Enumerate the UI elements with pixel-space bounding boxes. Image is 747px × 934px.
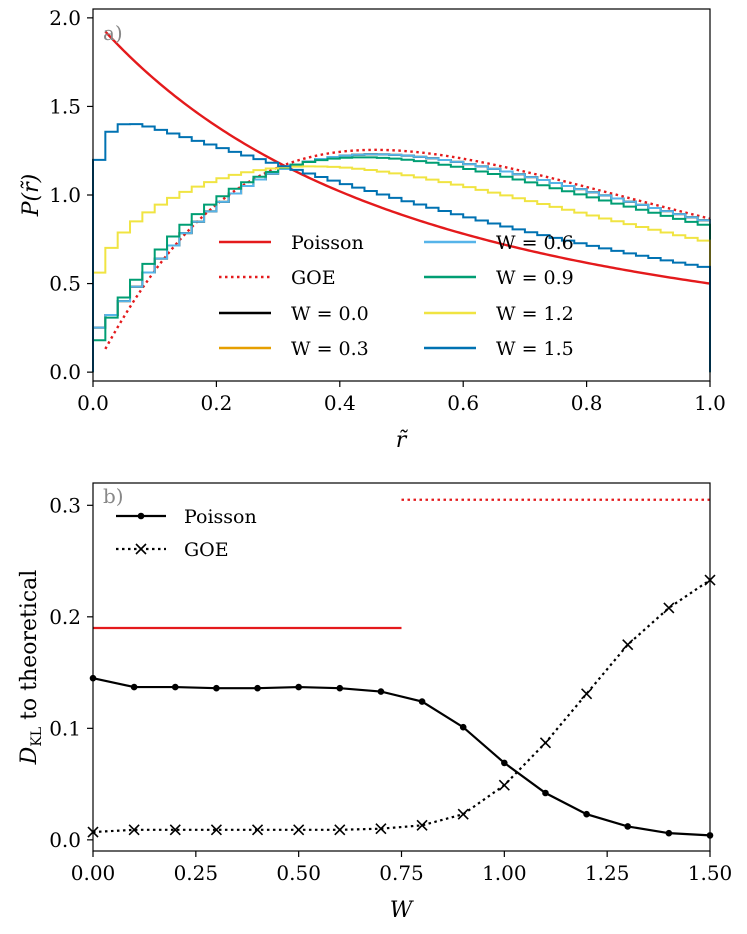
legend-marker-poisson <box>137 512 145 520</box>
y-label-sub: KL <box>29 727 45 747</box>
x-tick-label: 0.2 <box>200 391 232 415</box>
x-tick-label: 1.50 <box>688 861 733 885</box>
panel-b-kl-chart: 0.00 0.25 0.50 0.75 1.00 1.25 1.50 0.0 0.1 0.2 0.3… <box>17 482 732 923</box>
legend-label-w15: W = 1.5 <box>496 338 574 360</box>
axis-ticks: 0.0 0.2 0.4 0.6 0.8 1.0 0.0 0.5 1.0 1.5 2.0 <box>49 6 726 415</box>
data-point-poisson <box>583 810 590 818</box>
x-axis-label: r̃ <box>396 428 409 453</box>
series-line-goe <box>92 579 711 834</box>
data-point-poisson <box>377 688 385 695</box>
histogram-step-w09 <box>92 156 711 373</box>
x-tick-label: 0.0 <box>77 391 109 415</box>
x-tick-label: 1.25 <box>585 861 630 885</box>
legend-marker-goe <box>135 543 147 555</box>
y-tick-label: 0.0 <box>49 360 81 384</box>
x-tick-label: 1.0 <box>694 391 726 415</box>
y-tick-label: 0.5 <box>49 272 81 296</box>
legend-label-goe: GOE <box>184 539 229 561</box>
data-point-goe <box>375 823 387 835</box>
theory-curve-poisson <box>104 30 711 285</box>
legend-label-w03: W = 0.3 <box>291 338 369 360</box>
data-point-poisson <box>624 823 632 830</box>
data-point-goe <box>457 808 469 820</box>
panel-label: b) <box>103 484 124 508</box>
data-point-goe <box>293 824 305 836</box>
series-line-poisson <box>92 677 711 837</box>
histogram-series <box>92 123 711 373</box>
legend-label-w06: W = 0.6 <box>496 232 574 254</box>
histogram-step-w03 <box>92 153 711 373</box>
x-tick-label: 0.75 <box>379 861 424 885</box>
theory-curves <box>104 30 711 350</box>
histogram-step-w15 <box>92 123 711 373</box>
data-point-poisson <box>665 829 673 837</box>
data-point-goe <box>581 688 593 700</box>
y-tick-label: 0.3 <box>49 493 81 517</box>
y-tick-label: 2.0 <box>49 6 81 30</box>
legend: Poisson GOE W = 0.0 W = 0.3 W = 0.6 W = … <box>219 232 574 360</box>
y-label-main: D <box>17 746 42 765</box>
x-tick-label: 0.4 <box>324 391 356 415</box>
panel-a-histogram-chart: 0.0 0.2 0.4 0.6 0.8 1.00.00.51.01.52.0 a) r̃ … <box>19 6 726 453</box>
x-tick-label: 0.00 <box>71 861 116 885</box>
legend-label-w09: W = 0.9 <box>496 267 574 289</box>
data-point-poisson <box>459 723 467 731</box>
data-point-goe <box>251 824 264 836</box>
data-point-poisson <box>418 698 426 705</box>
y-tick-label: 1.0 <box>49 183 81 207</box>
data-point-goe <box>169 824 181 836</box>
y-axis-label: P(r̃) <box>19 174 44 218</box>
data-point-goe <box>663 602 675 614</box>
data-point-goe <box>539 737 552 749</box>
x-tick-label: 0.8 <box>571 391 603 415</box>
data-point-goe <box>128 824 140 836</box>
legend-label-w00: W = 0.0 <box>291 303 369 325</box>
kl-series <box>87 574 716 839</box>
data-point-goe <box>498 779 510 791</box>
legend: Poisson GOE <box>116 506 257 561</box>
legend-label-poisson: Poisson <box>291 232 364 254</box>
x-tick-label: 0.25 <box>174 861 219 885</box>
data-point-poisson <box>501 759 508 767</box>
reference-lines <box>93 498 710 630</box>
data-point-goe <box>210 824 222 836</box>
data-point-poisson <box>254 684 261 692</box>
y-tick-label: 1.5 <box>49 94 81 118</box>
histogram-step-w12 <box>92 165 711 373</box>
theory-curve-goe <box>104 148 711 350</box>
data-point-poisson <box>295 683 302 691</box>
y-axis-label: DKL to theoretical <box>17 570 45 766</box>
data-point-poisson <box>213 684 220 692</box>
legend-label-w12: W = 1.2 <box>496 303 574 325</box>
histogram-step-w0 <box>92 153 711 373</box>
y-tick-label: 0.0 <box>49 828 81 852</box>
x-tick-label: 1.00 <box>482 861 527 885</box>
data-point-poisson <box>336 684 344 692</box>
data-point-poisson <box>130 683 138 691</box>
y-tick-label: 0.2 <box>49 605 81 629</box>
axis-ticks: 0.00 0.25 0.50 0.75 1.00 1.25 1.50 0.0 0.1 0.2 0.3 <box>49 493 732 885</box>
data-point-goe <box>416 819 428 831</box>
legend-label-poisson: Poisson <box>184 506 257 528</box>
data-point-goe <box>622 639 634 651</box>
data-point-poisson <box>171 683 179 691</box>
data-point-goe <box>334 824 346 836</box>
y-tick-label: 0.1 <box>49 716 81 740</box>
y-label-rest: to theoretical <box>17 570 42 727</box>
legend-label-goe: GOE <box>291 267 336 289</box>
histogram-step-w06 <box>92 153 711 373</box>
data-point-poisson <box>542 789 549 797</box>
x-tick-label: 0.50 <box>276 861 321 885</box>
x-tick-label: 0.6 <box>447 391 479 415</box>
panel-label: a) <box>103 21 123 45</box>
x-axis-label: W <box>390 898 415 923</box>
